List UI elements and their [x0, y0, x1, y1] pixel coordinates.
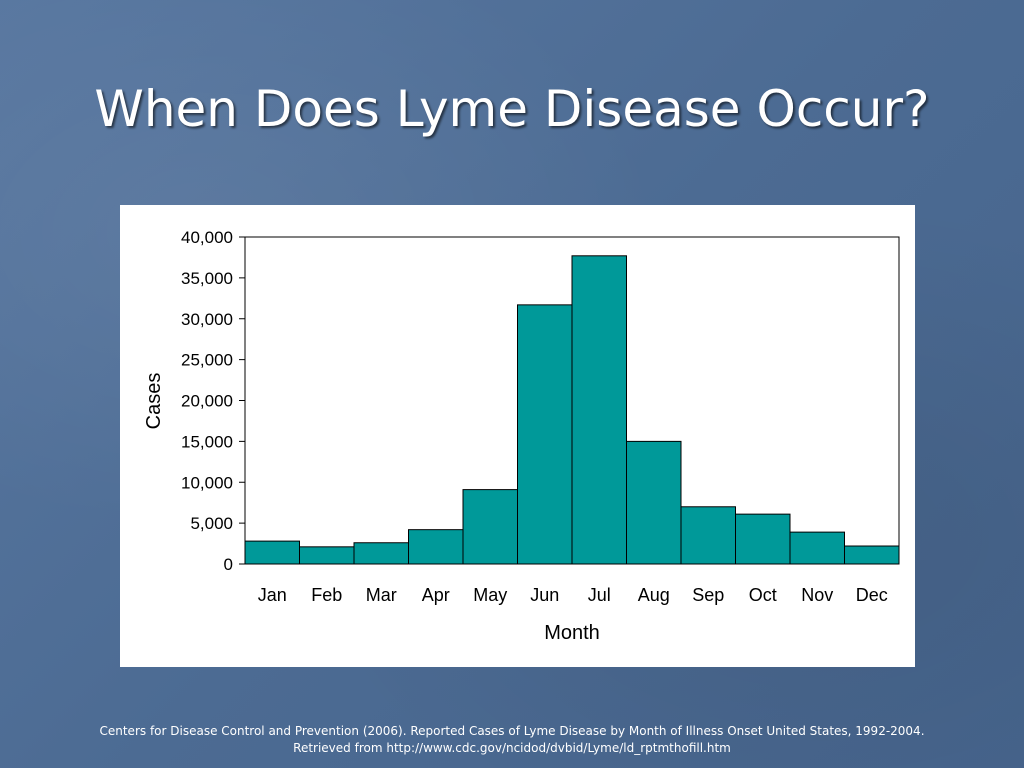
plot-area-border: [244, 236, 900, 565]
bar-may: [462, 489, 518, 565]
y-tick-label: 15,000: [181, 432, 233, 451]
x-tick-label: Sep: [692, 585, 724, 605]
bar-chart: 0 5,000 10,000 15,000 20,000 25,000 30,000 35,0…: [143, 228, 900, 644]
y-tick-label: 5,000: [190, 514, 233, 533]
y-tick-label: 10,000: [181, 473, 233, 492]
bar-series: [244, 255, 900, 565]
citation-line-1: Centers for Disease Control and Preventi…: [99, 724, 925, 738]
x-tick-label: Oct: [749, 585, 777, 605]
y-tick-label: 35,000: [181, 269, 233, 288]
bar-oct: [735, 513, 791, 565]
x-tick-label: Aug: [638, 585, 670, 605]
bar-jul: [571, 255, 627, 565]
slide-title: When Does Lyme Disease Occur?: [94, 80, 930, 138]
x-tick-label: Apr: [422, 585, 450, 605]
y-tick-label: 40,000: [181, 228, 233, 247]
citation-line-2: Retrieved from http://www.cdc.gov/ncidod…: [293, 741, 731, 755]
x-axis-title: Month: [544, 622, 600, 644]
x-tick-label: Dec: [856, 585, 888, 605]
bar-nov: [789, 531, 845, 565]
bar-aug: [626, 440, 682, 565]
bar-mar: [353, 542, 409, 565]
y-axis-ticks: 0 5,000 10,000 15,000 20,000 25,000 30,000 35,0…: [181, 228, 245, 574]
y-tick-label: 0: [224, 555, 233, 574]
x-tick-label: Jul: [588, 585, 611, 605]
bar-jun: [517, 304, 573, 565]
citation: Centers for Disease Control and Preventi…: [20, 723, 1004, 757]
chart-panel: 0 5,000 10,000 15,000 20,000 25,000 30,000 35,0…: [120, 205, 915, 667]
y-tick-label: 20,000: [181, 392, 233, 411]
x-tick-label: Jan: [258, 585, 287, 605]
bar-dec: [844, 545, 900, 565]
x-tick-label: Mar: [366, 585, 397, 605]
bar-feb: [299, 546, 355, 565]
x-tick-label: Feb: [311, 585, 342, 605]
y-tick-label: 30,000: [181, 310, 233, 329]
x-tick-label: Nov: [801, 585, 833, 605]
y-axis-title: Cases: [143, 373, 165, 430]
y-tick-label: 25,000: [181, 351, 233, 370]
bar-sep: [680, 506, 736, 565]
x-tick-label: May: [473, 585, 507, 605]
bar-apr: [408, 529, 464, 565]
x-axis-labels: Jan Feb Mar Apr May Jun Jul Aug Sep Oct Nov Dec: [258, 585, 888, 605]
bar-jan: [244, 540, 300, 565]
x-tick-label: Jun: [530, 585, 559, 605]
